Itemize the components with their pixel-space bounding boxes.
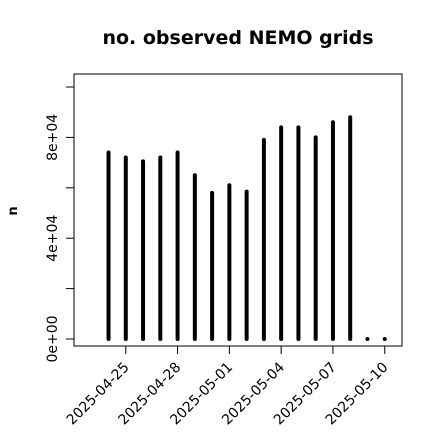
plot-area-border [73,73,403,347]
bar [365,337,370,341]
x-axis: 2025-04-252025-04-282025-05-012025-05-04… [64,346,392,428]
y-tick-label: 4e+04 [45,215,61,262]
y-tick-label: 0e+00 [45,315,61,362]
bars [106,115,387,341]
y-axis: 0e+00 4e+04 8e+04 [45,86,74,363]
y-tick-label: 8e+04 [45,114,61,161]
bar [382,337,387,341]
y-axis-label: n [6,206,21,215]
chart-title: no. observed NEMO grids [102,27,373,49]
